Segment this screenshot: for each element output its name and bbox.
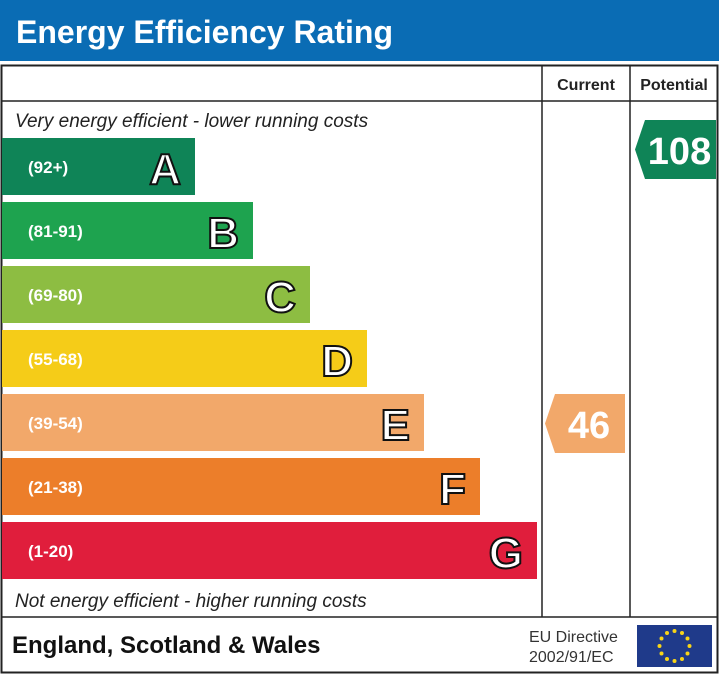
table-border: [0, 64, 719, 674]
star-icon: [659, 636, 664, 641]
star-icon: [657, 644, 662, 648]
star-icon: [665, 656, 669, 661]
current-column-header: Current: [557, 77, 615, 94]
band-letter: C: [264, 273, 296, 322]
top-note: Very energy efficient - lower running co…: [15, 111, 369, 132]
band-range: (55-68): [28, 350, 83, 369]
band-A: (92+) A: [2, 138, 195, 195]
band-F: (21-38) F: [2, 458, 480, 515]
potential-rating-value: 108: [648, 131, 711, 173]
star-icon: [672, 659, 677, 663]
band-D: (55-68) D: [2, 330, 367, 387]
band-letter: D: [321, 337, 353, 386]
current-rating: 46: [545, 394, 625, 453]
band-bar: [2, 522, 537, 579]
star-icon: [685, 636, 690, 641]
band-letter: F: [439, 465, 466, 514]
potential-rating: 108: [635, 120, 716, 179]
band-bar: [2, 330, 367, 387]
band-bar: [2, 202, 253, 259]
bottom-note: Not energy efficient - higher running co…: [15, 591, 367, 612]
band-B: (81-91) B: [2, 202, 253, 259]
band-bar: [2, 394, 424, 451]
star-icon: [680, 631, 684, 636]
region-label: England, Scotland & Wales: [12, 632, 320, 659]
band-range: (81-91): [28, 222, 83, 241]
band-bar: [2, 458, 480, 515]
band-range: (69-80): [28, 286, 83, 305]
star-icon: [680, 656, 684, 661]
band-letter: A: [149, 145, 181, 194]
current-rating-arrow: [545, 394, 625, 453]
star-icon: [665, 631, 669, 636]
band-range: (21-38): [28, 478, 83, 497]
title-bar: [0, 0, 719, 61]
band-C: (69-80) C: [2, 266, 310, 323]
band-letter: G: [489, 529, 523, 578]
band-bar: [2, 138, 195, 195]
band-letter: B: [207, 209, 239, 258]
band-bar: [2, 266, 310, 323]
band-letter: E: [381, 401, 410, 450]
band-range: (1-20): [28, 542, 73, 561]
star-icon: [672, 629, 677, 633]
band-range: (39-54): [28, 414, 83, 433]
potential-column-header: Potential: [640, 77, 708, 94]
potential-rating-arrow: [635, 120, 716, 179]
band-G: (1-20) G: [2, 522, 537, 579]
star-icon: [659, 651, 664, 656]
band-range: (92+): [28, 158, 68, 177]
chart-title: Energy Efficiency Rating: [16, 14, 393, 50]
current-rating-value: 46: [568, 405, 610, 447]
directive-line2: 2002/91/EC: [529, 649, 614, 666]
directive-line1: EU Directive: [529, 629, 618, 646]
star-icon: [687, 644, 692, 648]
eu-flag-icon: [637, 625, 712, 667]
band-E: (39-54) E: [2, 394, 424, 451]
star-icon: [685, 651, 690, 656]
